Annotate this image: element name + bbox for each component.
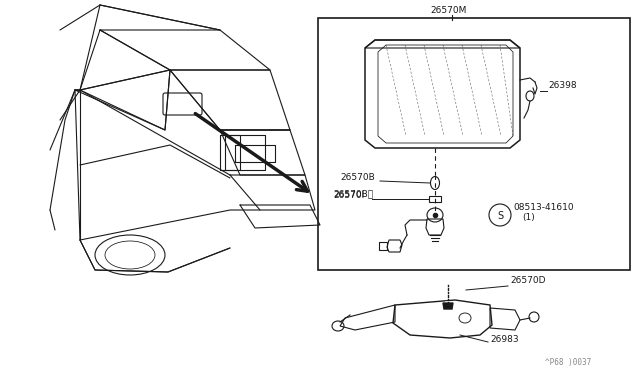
Text: 26570D: 26570D [510,276,545,285]
Text: 26983: 26983 [490,335,518,344]
Text: 26570B: 26570B [333,189,373,198]
Text: 26398: 26398 [548,81,577,90]
Text: (1): (1) [522,213,535,222]
Bar [318,18,630,270]
Text: 08513-41610: 08513-41610 [513,203,573,212]
Polygon shape [443,303,453,309]
Text: S: S [497,211,503,221]
Text: 26570Ι: 26570Ι [333,191,364,200]
Text: ^P68 )0037: ^P68 )0037 [545,358,591,367]
Text: 26570B: 26570B [340,173,375,182]
Text: 26570M: 26570M [430,6,467,15]
